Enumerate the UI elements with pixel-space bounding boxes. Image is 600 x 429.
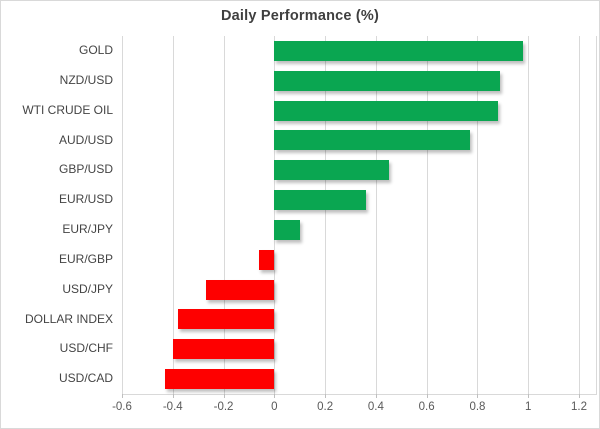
x-tick-mark [122,394,123,398]
x-tick-mark [375,394,377,398]
gridline-0 [274,36,276,394]
x-tick-mark [579,394,580,398]
x-tick-label-0: 0 [271,401,278,413]
bar-usd-jpy [205,279,275,300]
gridline-1.2 [579,36,580,394]
category-label-usd-jpy: USD/JPY [62,281,113,296]
bar-eur-jpy [274,219,300,240]
gridline-1 [528,36,530,394]
x-tick-mark [426,394,428,398]
x-tick-mark [528,394,530,398]
x-tick-label-0.2: 0.2 [317,401,334,413]
category-label-gold: GOLD [78,43,113,57]
bar-usd-cad [165,369,275,390]
category-label-wti-crude-oil: WTI CRUDE OIL [22,102,113,117]
category-label-gbp-usd: GBP/USD [58,162,113,177]
x-tick-label-1: 1 [525,401,532,413]
x-tick-mark [477,394,479,398]
x-axis-line [122,394,597,395]
x-tick-label-0.6: 0.6 [418,401,435,413]
gridline-0.2 [325,36,327,394]
x-tick-label--0.4: -0.4 [162,401,183,413]
gridline--0.6 [122,36,123,394]
bar-gold [274,40,524,61]
x-tick-mark [274,394,276,398]
bar-usd-chf [172,339,275,360]
category-label-aud-usd: AUD/USD [58,132,113,147]
category-label-dollar-index: DOLLAR INDEX [24,311,113,326]
category-label-nzd-usd: NZD/USD [59,72,113,87]
gridline--0.4 [172,36,174,394]
bar-dollar-index [177,309,275,330]
bar-eur-gbp [259,249,275,270]
chart-title: Daily Performance (%) [220,8,380,24]
x-tick-mark [325,394,327,398]
x-tick-mark [172,394,174,398]
x-tick-label--0.6: -0.6 [112,401,132,413]
x-tick-label--0.2: -0.2 [213,401,234,413]
bar-wti-crude-oil [274,100,498,121]
plot-right-border [596,36,597,394]
gridline--0.2 [223,36,225,394]
bar-nzd-usd [274,70,501,91]
bar-eur-usd [274,190,366,211]
category-label-eur-jpy: EUR/JPY [62,222,113,236]
category-label-eur-usd: EUR/USD [58,192,113,207]
gridline-0.6 [426,36,428,394]
category-label-usd-cad: USD/CAD [58,371,113,386]
gridline-0.8 [477,36,479,394]
x-tick-label-0.8: 0.8 [469,401,486,413]
plot-area [122,36,597,398]
category-label-usd-chf: USD/CHF [59,341,113,356]
x-tick-label-0.4: 0.4 [367,401,384,413]
category-label-eur-gbp: EUR/GBP [58,251,113,266]
bar-aud-usd [274,130,470,151]
x-tick-label-1.2: 1.2 [571,401,587,413]
gridline-0.4 [375,36,377,394]
x-tick-mark [223,394,225,398]
category-axis: GOLD NZD/USD WTI CRUDE OIL AUD/USD GBP/USD EU… [1,36,113,394]
bar-gbp-usd [274,160,389,181]
